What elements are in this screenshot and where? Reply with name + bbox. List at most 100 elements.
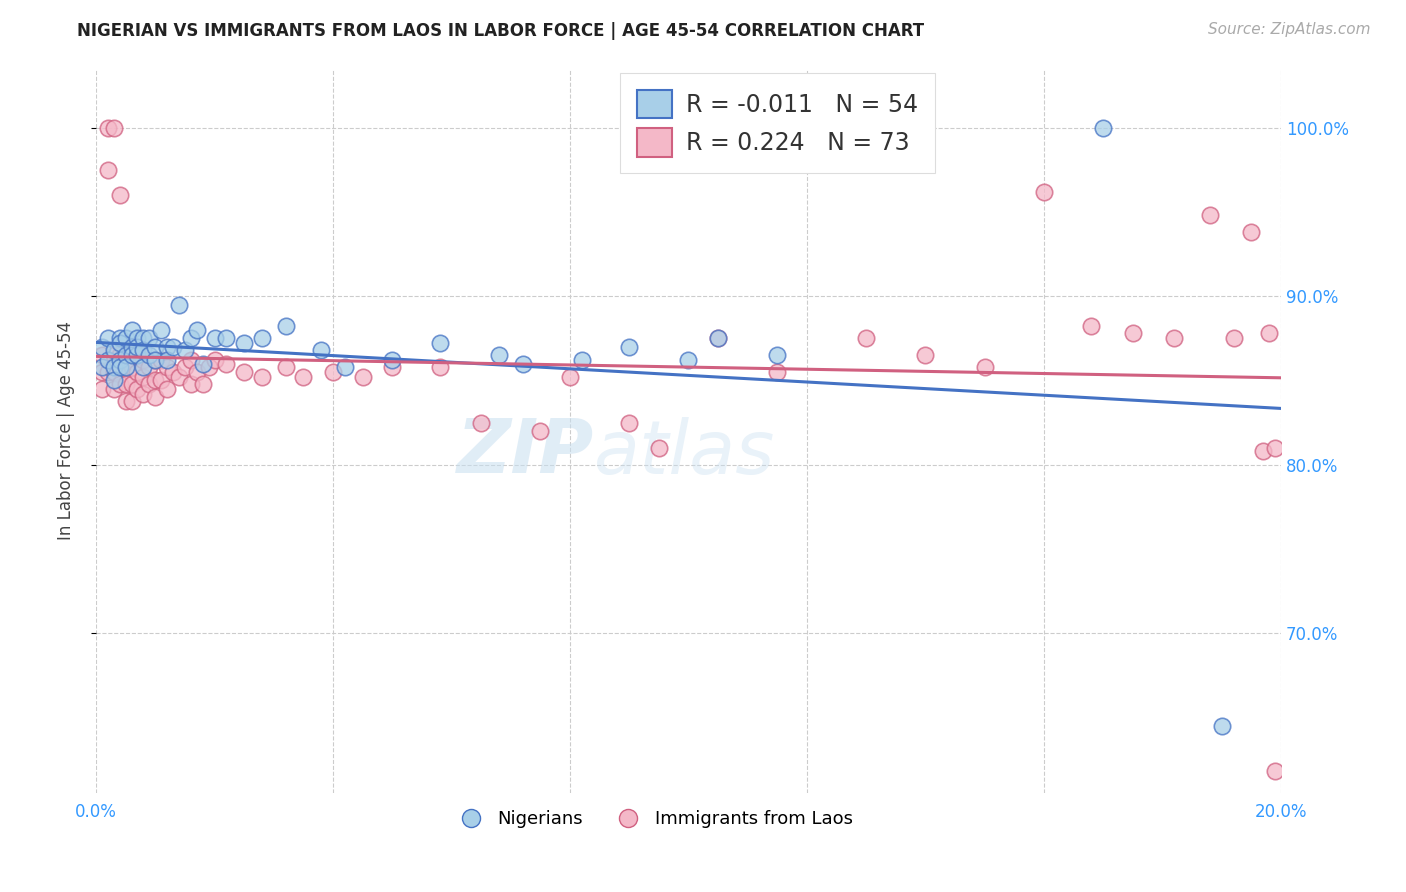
Point — [143, 390, 166, 404]
Point — [132, 353, 155, 368]
Point — [103, 382, 125, 396]
Point — [97, 331, 120, 345]
Point — [381, 353, 404, 368]
Point — [1264, 441, 1286, 455]
Point — [150, 353, 173, 368]
Point — [292, 370, 315, 384]
Point — [766, 365, 789, 379]
Point — [103, 348, 125, 362]
Point — [352, 370, 374, 384]
Point — [1122, 326, 1144, 341]
Y-axis label: In Labor Force | Age 45-54: In Labor Force | Age 45-54 — [58, 321, 75, 541]
Point — [250, 331, 273, 345]
Point — [156, 382, 179, 396]
Point — [127, 343, 149, 357]
Point — [429, 359, 451, 374]
Point — [488, 348, 510, 362]
Text: atlas: atlas — [593, 417, 775, 489]
Point — [127, 365, 149, 379]
Point — [156, 340, 179, 354]
Point — [143, 353, 166, 368]
Text: ZIP: ZIP — [457, 417, 593, 489]
Point — [121, 348, 143, 362]
Point — [91, 365, 114, 379]
Point — [162, 365, 184, 379]
Point — [180, 376, 202, 391]
Point — [233, 365, 256, 379]
Point — [97, 120, 120, 135]
Point — [274, 359, 297, 374]
Point — [138, 331, 160, 345]
Text: NIGERIAN VS IMMIGRANTS FROM LAOS IN LABOR FORCE | AGE 45-54 CORRELATION CHART: NIGERIAN VS IMMIGRANTS FROM LAOS IN LABO… — [77, 22, 925, 40]
Point — [274, 319, 297, 334]
Point — [619, 416, 641, 430]
Point — [173, 343, 195, 357]
Point — [1222, 331, 1244, 345]
Point — [215, 331, 238, 345]
Point — [429, 336, 451, 351]
Point — [127, 348, 149, 362]
Point — [1211, 719, 1233, 733]
Point — [191, 376, 214, 391]
Point — [108, 336, 131, 351]
Point — [707, 331, 730, 345]
Point — [707, 331, 730, 345]
Point — [91, 340, 114, 354]
Point — [108, 331, 131, 345]
Point — [191, 357, 214, 371]
Point — [914, 348, 936, 362]
Point — [132, 343, 155, 357]
Point — [529, 424, 551, 438]
Point — [114, 376, 136, 391]
Point — [648, 441, 671, 455]
Point — [150, 323, 173, 337]
Point — [855, 331, 877, 345]
Point — [973, 359, 995, 374]
Point — [186, 323, 208, 337]
Point — [127, 331, 149, 345]
Point — [121, 323, 143, 337]
Point — [333, 359, 356, 374]
Point — [381, 359, 404, 374]
Legend: Nigerians, Immigrants from Laos: Nigerians, Immigrants from Laos — [446, 803, 860, 835]
Point — [233, 336, 256, 351]
Point — [186, 365, 208, 379]
Point — [103, 120, 125, 135]
Point — [1080, 319, 1102, 334]
Point — [197, 359, 219, 374]
Point — [103, 343, 125, 357]
Point — [150, 373, 173, 387]
Point — [108, 359, 131, 374]
Point — [103, 359, 125, 374]
Point — [127, 340, 149, 354]
Point — [138, 348, 160, 362]
Point — [558, 370, 581, 384]
Point — [1240, 225, 1263, 239]
Point — [1033, 185, 1056, 199]
Point — [1251, 444, 1274, 458]
Point — [108, 348, 131, 362]
Point — [180, 331, 202, 345]
Point — [91, 359, 114, 374]
Point — [138, 359, 160, 374]
Point — [1163, 331, 1185, 345]
Point — [121, 393, 143, 408]
Point — [1264, 764, 1286, 779]
Point — [167, 297, 190, 311]
Point — [215, 357, 238, 371]
Point — [97, 365, 120, 379]
Point — [619, 340, 641, 354]
Point — [91, 382, 114, 396]
Point — [114, 359, 136, 374]
Point — [114, 331, 136, 345]
Point — [322, 365, 344, 379]
Point — [678, 353, 700, 368]
Text: Source: ZipAtlas.com: Source: ZipAtlas.com — [1208, 22, 1371, 37]
Point — [103, 365, 125, 379]
Point — [1198, 208, 1220, 222]
Point — [97, 162, 120, 177]
Point — [470, 416, 492, 430]
Point — [180, 353, 202, 368]
Point — [1092, 120, 1115, 135]
Point — [143, 353, 166, 368]
